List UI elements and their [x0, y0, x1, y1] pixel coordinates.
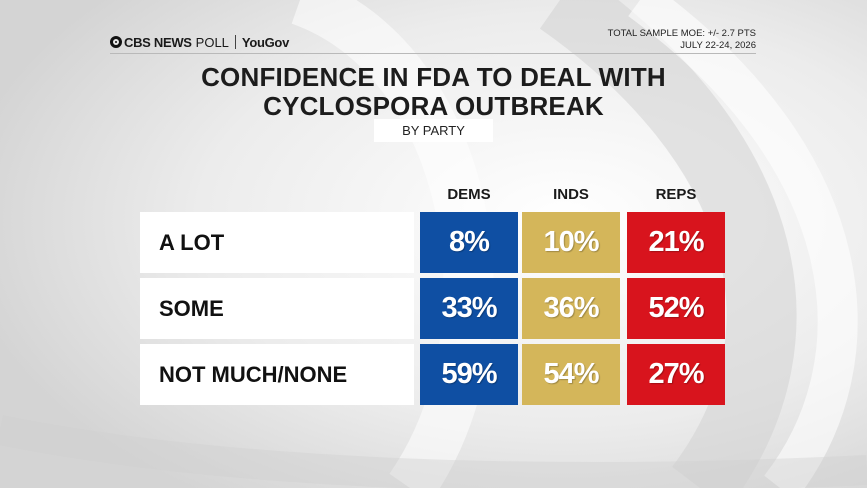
- column-header-inds: INDS: [553, 186, 589, 203]
- brand-partner: YouGov: [241, 34, 289, 50]
- chart-title: CONFIDENCE IN FDA TO DEAL WITH CYCLOSPOR…: [0, 63, 867, 121]
- brand-poll: POLL: [195, 34, 229, 50]
- row-label: A LOT: [140, 212, 414, 273]
- row-label: SOME: [140, 278, 414, 339]
- chart-subtitle: BY PARTY: [374, 119, 493, 142]
- row-label: NOT MUCH/NONE: [140, 344, 414, 405]
- column-header-dems: DEMS: [447, 186, 491, 203]
- header-divider: [110, 53, 756, 54]
- brand-divider: [234, 35, 236, 49]
- sample-moe: TOTAL SAMPLE MOE: +/- 2.7 PTS: [607, 28, 756, 39]
- column-header-reps: REPS: [655, 186, 697, 203]
- cell-reps: 21%: [627, 212, 725, 273]
- cell-dems: 59%: [420, 344, 518, 405]
- cell-reps: 52%: [627, 278, 725, 339]
- title-line-1: CONFIDENCE IN FDA TO DEAL WITH: [201, 62, 666, 92]
- cell-reps: 27%: [627, 344, 725, 405]
- cell-dems: 8%: [420, 212, 518, 273]
- cell-inds: 54%: [522, 344, 620, 405]
- title-line-2: CYCLOSPORA OUTBREAK: [263, 91, 604, 121]
- survey-dates: JULY 22-24, 2026: [680, 40, 756, 51]
- cell-inds: 36%: [522, 278, 620, 339]
- cell-inds: 10%: [522, 212, 620, 273]
- brand-logo: CBS NEWS POLL YouGov: [110, 34, 289, 50]
- cbs-eye-icon: [110, 36, 122, 48]
- sample-info: TOTAL SAMPLE MOE: +/- 2.7 PTS JULY 22-24…: [608, 28, 756, 52]
- cell-dems: 33%: [420, 278, 518, 339]
- brand-network: CBS NEWS: [124, 34, 192, 50]
